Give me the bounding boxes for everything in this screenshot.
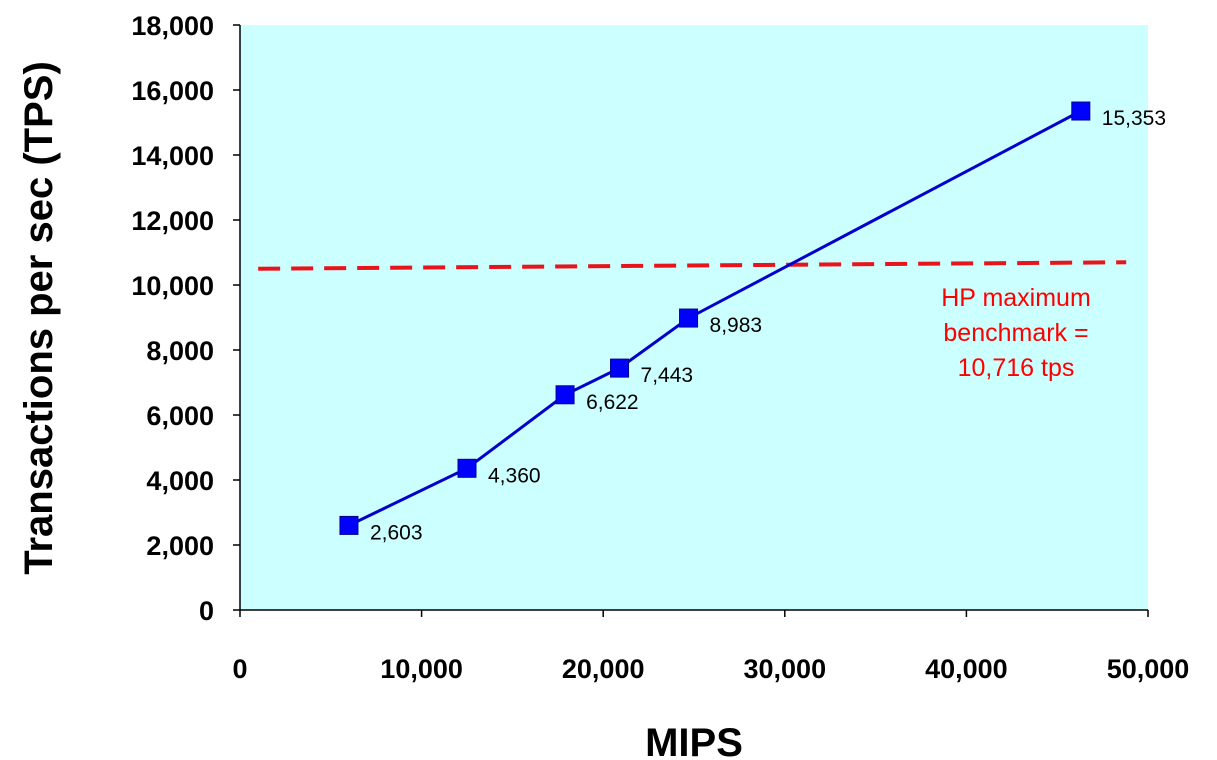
y-tick-label: 12,000: [131, 206, 214, 236]
y-tick-label: 6,000: [146, 401, 214, 431]
x-tick-label: 10,000: [380, 654, 463, 684]
data-point: [555, 385, 575, 405]
data-label: 4,360: [488, 464, 541, 487]
data-label: 7,443: [641, 364, 694, 387]
data-point: [610, 358, 630, 378]
data-point: [679, 308, 699, 328]
series-line: [348, 109, 1082, 527]
reference-label: HP maximum benchmark = 10,716 tps: [941, 284, 1091, 382]
data-point: [457, 458, 477, 478]
x-tick-label: 20,000: [562, 654, 645, 684]
data-label: 15,353: [1102, 107, 1166, 130]
reference-label-line: 10,716 tps: [958, 354, 1075, 382]
reference-line: [258, 260, 1127, 271]
x-tick-label: 0: [232, 654, 247, 684]
y-tick-label: 14,000: [131, 141, 214, 171]
data-point: [339, 515, 359, 535]
x-axis: 0 10,000 20,000 30,000 40,000 50,000: [232, 609, 1190, 684]
y-tick-label: 0: [199, 596, 214, 626]
data-point: [1071, 101, 1091, 121]
data-label: 8,983: [710, 314, 763, 337]
x-tick-label: 50,000: [1107, 654, 1190, 684]
y-tick-label: 4,000: [146, 466, 214, 496]
reference-label-line: HP maximum: [941, 284, 1091, 312]
x-tick-label: 40,000: [925, 654, 1008, 684]
y-tick-label: 16,000: [131, 76, 214, 106]
reference-label-line: benchmark =: [943, 319, 1088, 347]
y-tick-label: 2,000: [146, 531, 214, 561]
data-label: 6,622: [586, 391, 639, 414]
reference-line-group: HP maximum benchmark = 10,716 tps: [258, 260, 1127, 382]
y-tick-label: 18,000: [131, 11, 214, 41]
y-tick-label: 10,000: [131, 271, 214, 301]
y-axis-title: Transactions per sec (TPS): [17, 61, 61, 575]
data-label: 2,603: [370, 521, 423, 544]
y-axis: 0 2,000 4,000 6,000 8,000 10,000 12,000 14,000 1…: [131, 11, 241, 626]
y-tick-label: 8,000: [146, 336, 214, 366]
x-tick-label: 30,000: [744, 654, 827, 684]
x-axis-title: MIPS: [645, 721, 743, 760]
